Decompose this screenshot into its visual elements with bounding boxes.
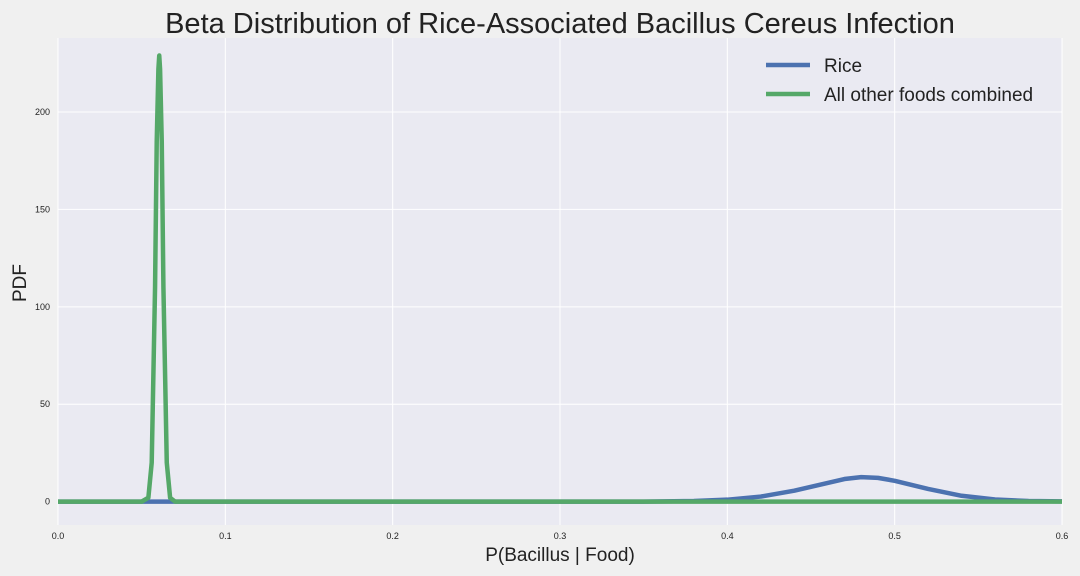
- y-tick-label: 100: [35, 302, 50, 312]
- y-tick-label: 200: [35, 107, 50, 117]
- legend-label: Rice: [824, 56, 862, 77]
- y-tick-label: 150: [35, 204, 50, 214]
- x-tick-label: 0.6: [1056, 531, 1069, 541]
- legend: Rice All other foods combined: [766, 56, 1033, 106]
- x-tick-label: 0.2: [386, 531, 399, 541]
- tick-labels: 0.0 0.1 0.2 0.3 0.4 0.5 0.6 0 50 100 150 200: [35, 107, 1068, 541]
- x-tick-label: 0.5: [888, 531, 901, 541]
- x-tick-label: 0.0: [52, 531, 65, 541]
- x-tick-label: 0.1: [219, 531, 232, 541]
- series-line-other-foods: [58, 53, 1062, 504]
- y-axis-label: PDF: [10, 264, 31, 302]
- x-tick-label: 0.4: [721, 531, 734, 541]
- legend-label: All other foods combined: [824, 85, 1033, 106]
- series-layer: [58, 53, 1063, 504]
- y-tick-label: 50: [40, 399, 50, 409]
- y-tick-label: 0: [45, 497, 50, 507]
- x-tick-label: 0.3: [554, 531, 567, 541]
- x-axis-label: P(Bacillus | Food): [485, 545, 635, 566]
- chart-title: Beta Distribution of Rice-Associated Bac…: [165, 8, 955, 40]
